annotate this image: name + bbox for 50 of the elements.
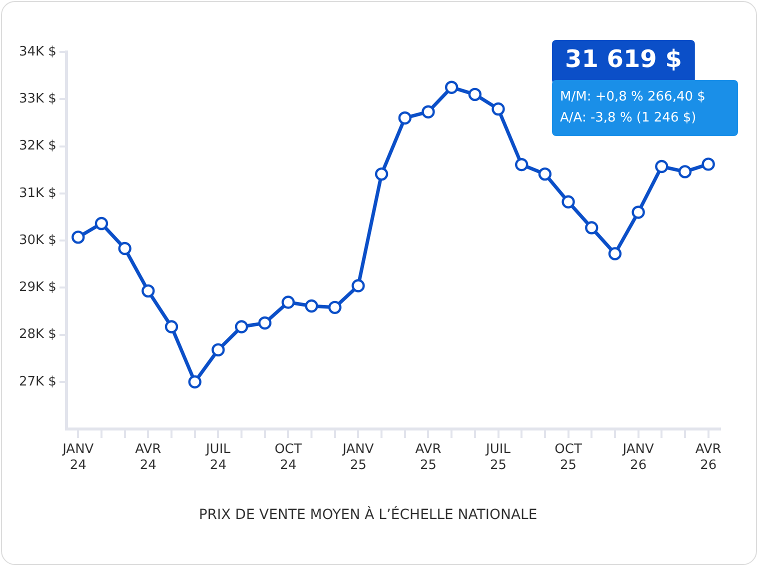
point bbox=[632, 206, 645, 219]
point bbox=[258, 316, 272, 330]
point bbox=[142, 284, 155, 298]
x-tick-label: JANV 25 bbox=[342, 442, 374, 473]
point bbox=[422, 105, 435, 118]
point bbox=[515, 158, 528, 172]
point bbox=[608, 247, 622, 260]
point bbox=[444, 80, 458, 94]
text: PRIX DE VENTE MOYEN À L’ÉCHELLE NATIONALE bbox=[198, 506, 538, 524]
point bbox=[94, 216, 108, 230]
point bbox=[562, 195, 575, 208]
point bbox=[678, 165, 692, 178]
y-tick-label: 32K $ bbox=[18, 138, 56, 154]
annotation: 31 619 $ bbox=[565, 45, 682, 74]
x-tick-label: AVR 26 bbox=[695, 442, 722, 473]
y-tick-label: 34K $ bbox=[18, 44, 56, 60]
x-tick-label: OCT 24 bbox=[274, 442, 302, 473]
point bbox=[398, 111, 412, 125]
y-tick-label: 29K $ bbox=[18, 280, 56, 295]
point bbox=[328, 300, 342, 314]
point bbox=[188, 375, 202, 388]
x-tick-label: OCT 25 bbox=[554, 442, 582, 473]
y-tick-label: 31K $ bbox=[18, 186, 56, 201]
y-tick-label: 30K $ bbox=[18, 232, 56, 248]
point bbox=[585, 221, 598, 234]
point bbox=[352, 279, 365, 292]
point bbox=[702, 158, 715, 171]
annotation: M/M: +0,8 % 266,40 $ bbox=[560, 89, 706, 104]
x-tick-label: AVR 25 bbox=[415, 442, 442, 473]
annotation: A/A: -3,8 % (1 246 $) bbox=[560, 110, 696, 126]
x-tick-label: JANV 26 bbox=[622, 442, 654, 473]
point bbox=[118, 242, 132, 256]
x-tick-label: AVR 24 bbox=[135, 442, 162, 473]
point bbox=[212, 343, 225, 356]
point bbox=[164, 320, 178, 334]
y-tick-label: 27K $ bbox=[18, 374, 56, 390]
y-tick-label: 28K $ bbox=[18, 327, 56, 342]
x-tick-label: JUIL 24 bbox=[204, 442, 232, 473]
point bbox=[72, 230, 85, 244]
y-tick-label: 33K $ bbox=[18, 92, 56, 106]
x-tick-label: JUIL 25 bbox=[485, 442, 512, 473]
point bbox=[304, 299, 318, 313]
x-tick-label: JANV 24 bbox=[62, 442, 94, 473]
point bbox=[538, 167, 552, 181]
point bbox=[282, 296, 295, 309]
point bbox=[655, 160, 668, 174]
point bbox=[234, 320, 248, 334]
point bbox=[374, 167, 388, 181]
point bbox=[468, 88, 482, 102]
point bbox=[492, 102, 505, 116]
